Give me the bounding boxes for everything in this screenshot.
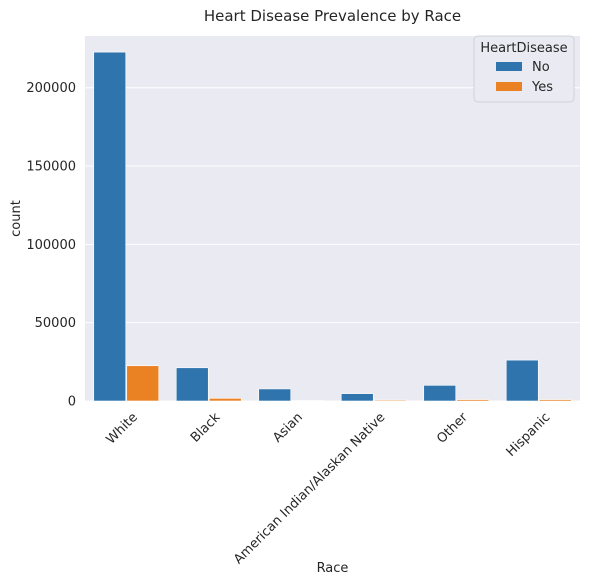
y-tick-label: 50000 <box>35 316 76 331</box>
legend: HeartDisease No Yes <box>473 35 575 103</box>
legend-items: No Yes <box>496 60 553 95</box>
x-tick-label: Black <box>188 410 224 446</box>
bar-yes <box>126 365 160 402</box>
x-tick-label: Other <box>434 410 471 447</box>
y-tick-label: 200000 <box>26 81 76 96</box>
bar-no <box>258 388 292 402</box>
bar-yes <box>456 399 490 402</box>
x-tick-label: Hispanic <box>504 410 554 460</box>
bars <box>93 51 572 402</box>
x-tick-label: Asian <box>270 410 306 446</box>
bar-no <box>505 359 539 402</box>
chart-title: Heart Disease Prevalence by Race <box>204 7 461 25</box>
bar-no <box>175 367 209 402</box>
legend-swatch-yes <box>496 82 522 91</box>
legend-label-yes: Yes <box>531 80 553 95</box>
y-axis-label: count <box>9 200 24 237</box>
bar-yes <box>373 399 407 402</box>
bar-no <box>93 51 127 402</box>
legend-swatch-no <box>496 62 522 71</box>
x-tick-label: White <box>104 410 141 447</box>
x-axis-label: Race <box>317 561 349 576</box>
gridlines <box>85 87 580 402</box>
legend-label-no: No <box>532 60 550 75</box>
y-ticks: 0 50000 100000 150000 200000 <box>26 81 76 409</box>
x-tick-label: American Indian/Alaskan Native <box>231 410 388 567</box>
bar-no <box>340 393 374 402</box>
bar-yes <box>538 399 572 402</box>
bar-no <box>423 385 457 402</box>
y-tick-label: 150000 <box>26 160 76 175</box>
bar-yes <box>208 398 242 402</box>
y-tick-label: 0 <box>68 395 76 410</box>
y-tick-label: 100000 <box>26 238 76 253</box>
legend-title: HeartDisease <box>480 41 567 56</box>
